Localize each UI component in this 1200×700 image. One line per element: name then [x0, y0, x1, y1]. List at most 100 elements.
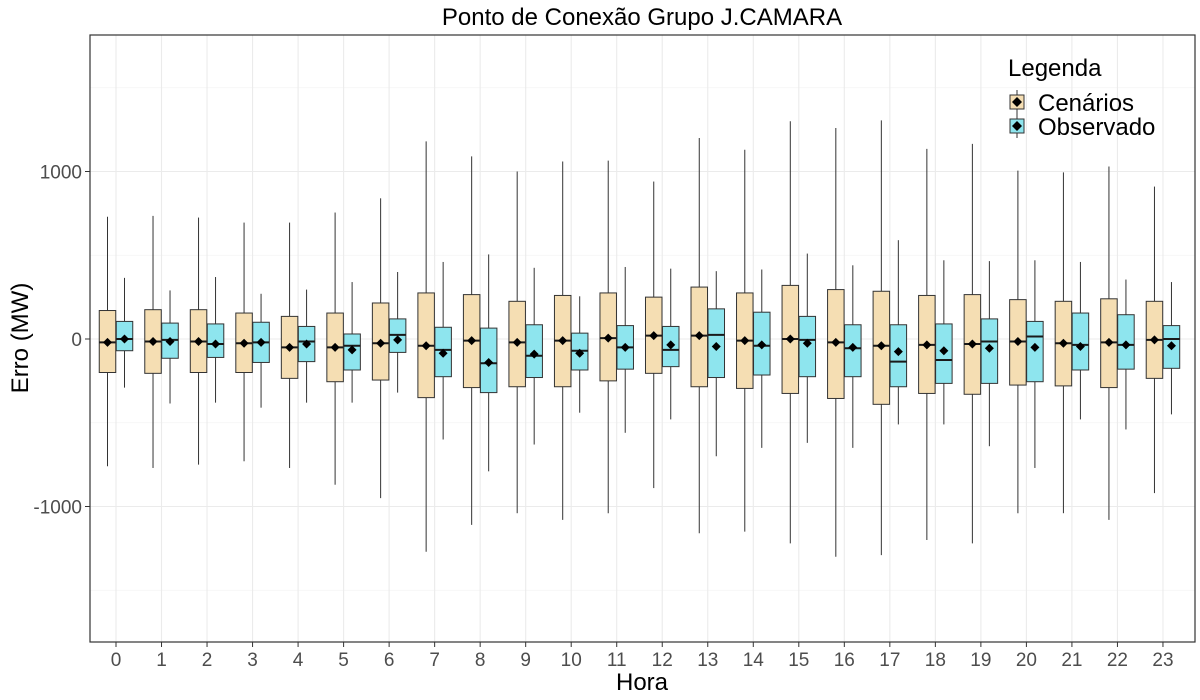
mean-marker	[558, 336, 568, 346]
box-observado-hora-9	[525, 267, 543, 445]
mean-marker	[666, 340, 676, 350]
mean-marker	[1075, 342, 1085, 352]
mean-marker	[103, 337, 112, 347]
box-observado-hora-4	[297, 289, 316, 403]
x-tick-label: 0	[111, 650, 122, 671]
x-tick-label: 14	[743, 650, 765, 671]
mean-marker	[120, 334, 129, 344]
box-observado-hora-21	[1071, 261, 1090, 420]
x-tick-label: 12	[652, 650, 673, 671]
box-observado-hora-19	[980, 261, 999, 447]
mean-marker	[740, 336, 750, 346]
mean-marker	[330, 342, 340, 352]
mean-marker	[893, 347, 903, 357]
box-cenarios-hora-5	[326, 212, 344, 485]
mean-marker	[347, 345, 357, 355]
x-tick-label: 9	[520, 650, 531, 671]
box-observado-hora-15	[798, 253, 817, 443]
box-observado-hora-16	[844, 265, 862, 448]
legend-mean-marker	[1012, 121, 1022, 131]
legend-label-observado: Observado	[1038, 114, 1155, 141]
legend-mean-marker	[1012, 97, 1022, 107]
mean-marker	[694, 331, 704, 341]
y-tick-label: 0	[71, 330, 82, 351]
box-cenarios-hora-0	[98, 216, 117, 467]
x-tick-label: 16	[834, 650, 855, 671]
mean-marker	[603, 333, 613, 343]
mean-marker	[711, 342, 721, 352]
x-tick-label: 6	[384, 650, 395, 671]
chart-title: Ponto de Conexão Grupo J.CAMARA	[442, 4, 842, 31]
y-tick-label: 1000	[40, 163, 82, 184]
x-tick-label: 13	[697, 650, 718, 671]
mean-marker	[876, 341, 886, 351]
mean-marker	[285, 342, 295, 352]
y-tick-label: -1000	[33, 498, 82, 519]
x-tick-label: 10	[561, 650, 582, 671]
mean-marker	[785, 334, 795, 344]
box-observado-hora-5	[343, 282, 361, 403]
legend-title: Legenda	[1008, 55, 1102, 82]
box-layer	[98, 120, 1181, 557]
box-observado-hora-22	[1117, 279, 1135, 430]
box-observado-hora-12	[661, 268, 680, 420]
mean-marker	[1058, 338, 1068, 348]
mean-marker	[302, 339, 312, 349]
legend-label-cenarios: Cenários	[1038, 90, 1134, 117]
mean-marker	[239, 338, 249, 348]
box-observado-hora-2	[206, 277, 225, 403]
mean-marker	[848, 342, 858, 352]
mean-marker	[984, 343, 994, 353]
x-tick-label: 7	[429, 650, 440, 671]
box-cenarios-hora-18	[918, 148, 936, 540]
mean-marker	[194, 337, 204, 347]
x-tick-label: 5	[338, 650, 349, 671]
box-observado-hora-20	[1026, 260, 1044, 468]
mean-marker	[148, 337, 158, 347]
x-tick-label: 4	[293, 650, 304, 671]
box-cenarios-hora-4	[280, 222, 299, 468]
box-observado-hora-18	[935, 260, 953, 425]
x-tick-label: 3	[247, 650, 258, 671]
x-tick-label: 22	[1107, 650, 1128, 671]
box-cenarios-hora-17	[872, 120, 891, 556]
box-observado-hora-14	[753, 269, 771, 448]
box-observado-hora-7	[434, 261, 452, 440]
box-observado-hora-1	[161, 290, 179, 404]
box-cenarios-hora-9	[508, 171, 526, 514]
box-observado-hora-11	[616, 266, 634, 433]
mean-marker	[484, 357, 494, 367]
box-cenarios-hora-21	[1054, 172, 1073, 514]
box-observado-hora-6	[388, 272, 407, 393]
x-tick-label: 2	[202, 650, 213, 671]
box-observado-hora-3	[252, 293, 270, 408]
mean-marker	[1149, 335, 1159, 345]
box-observado-hora-0	[115, 277, 134, 388]
mean-marker	[165, 337, 175, 347]
mean-marker	[376, 338, 386, 348]
mean-marker	[1013, 337, 1023, 347]
box-cenarios-hora-12	[644, 181, 663, 489]
box-cenarios-hora-16	[827, 127, 845, 557]
x-tick-label: 8	[475, 650, 486, 671]
iqr-box	[1071, 312, 1090, 371]
mean-marker	[1104, 337, 1114, 347]
legend-item-observado: Observado	[1009, 114, 1155, 141]
mean-marker	[421, 341, 431, 351]
x-tick-label: 19	[970, 650, 991, 671]
x-axis-label: Hora	[616, 669, 669, 696]
legend: Legenda Cenários Observado	[1008, 55, 1155, 141]
x-tick-label: 20	[1016, 650, 1037, 671]
mean-marker	[512, 337, 522, 347]
mean-marker	[256, 337, 266, 347]
mean-marker	[529, 349, 539, 359]
mean-marker	[831, 337, 841, 347]
legend-item-cenarios: Cenários	[1009, 90, 1134, 117]
mean-marker	[393, 335, 403, 345]
x-tick-label: 21	[1061, 650, 1082, 671]
box-observado-hora-23	[1162, 282, 1181, 415]
box-observado-hora-10	[570, 296, 589, 413]
mean-marker	[438, 348, 448, 358]
